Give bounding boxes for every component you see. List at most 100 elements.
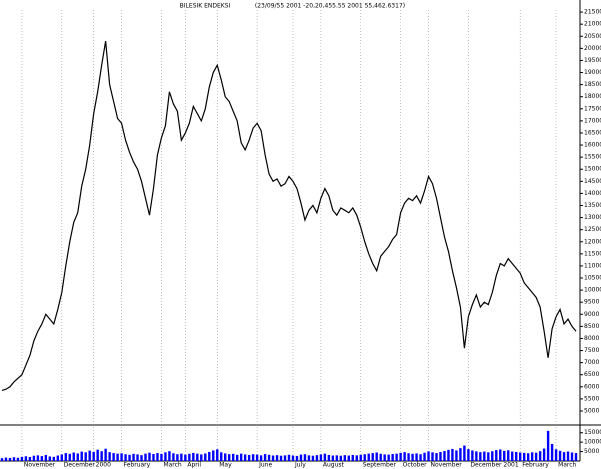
y-tick-label: 13000 [584,214,601,221]
volume-bar [263,454,267,461]
volume-bar [355,455,358,461]
volume-bar [558,450,562,461]
y-tick-label: 7500 [584,347,599,354]
volume-bar [228,454,231,461]
volume-bar [168,451,171,461]
volume-bar [164,452,167,461]
volume-bar [20,456,24,461]
volume-bar [152,454,155,461]
y-tick-label: 16000 [584,142,601,149]
x-tick-label: November [431,462,463,469]
volume-bar [104,448,107,461]
volume-bar [546,430,550,461]
price-line [1,41,577,392]
y-tick-label: 5500 [584,395,599,402]
volume-bar [136,454,139,461]
volume-bar [550,444,554,461]
volume-bar [455,450,458,461]
volume-bar [4,457,8,461]
volume-bar [411,453,414,461]
volume-bar [363,454,366,461]
volume-bar [267,454,271,461]
y-tick-label: 20000 [584,45,601,52]
volume-bar [347,455,350,461]
volume-bar [331,455,335,461]
volume-bar [24,456,28,461]
y-tick-label: 13500 [584,202,601,209]
volume-bar [367,453,370,461]
volume-bar [172,453,175,461]
volume-bar [451,448,454,461]
x-tick-label: 2000 [96,462,111,469]
volume-bar [112,453,115,461]
volume-bar [447,449,450,461]
volume-bar [64,453,67,461]
volume-bar [239,453,243,461]
y-tick-label: 12000 [584,238,601,245]
x-tick-label: February [522,462,549,469]
volume-bar [479,452,482,461]
volume-bar [80,451,83,461]
x-tick-label: September [363,462,397,469]
volume-bar [359,454,362,461]
volume-bar [204,453,207,461]
y-tick-label: 16500 [584,129,601,136]
volume-bar [72,452,75,461]
chart-subtitle: (23/09/55 2001 -20,20,455.55 2001 55,462… [255,3,405,10]
volume-bar [68,453,71,461]
volume-bar [387,454,390,461]
volume-bar [12,457,16,461]
volume-bar [148,452,151,461]
volume-bar [415,453,418,461]
volume-bar [439,451,442,461]
y-tick-label: 8500 [584,323,599,330]
volume-bar [128,454,131,461]
y2-tick-label: 15000 [584,429,601,436]
volume-bar [475,451,478,461]
volume-bar [32,455,36,461]
x-tick-label: October [403,462,428,469]
volume-bar [251,454,255,461]
volume-bar [247,454,251,461]
volume-bar [275,455,279,461]
volume-bar [231,453,235,461]
x-tick-label: May [219,462,232,469]
volume-bar [503,450,506,461]
y-tick-label: 14000 [584,190,601,197]
volume-bar [431,452,434,461]
volume-bar [160,453,163,461]
x-tick-label: July [294,462,306,469]
y-tick-label: 21500 [584,9,601,16]
volume-bar [184,454,187,461]
x-tick-label: December [64,462,96,469]
y-tick-label: 15000 [584,166,601,173]
volume-bar [188,453,191,461]
y-tick-label: 20500 [584,33,601,40]
volume-bar [8,457,12,461]
y-tick-label: 6500 [584,371,599,378]
volume-bar [343,455,347,461]
volume-bar [459,448,462,461]
volume-bar [44,454,48,461]
volume-bar [259,455,263,461]
volume-bar [40,456,44,461]
volume-bar [180,453,183,461]
y2-tick-label: 5000 [584,448,599,455]
volume-bar [323,453,327,461]
x-tick-label: August [323,462,345,469]
volume-bar [499,449,502,461]
volume-bar [351,454,354,461]
y-tick-label: 10000 [584,287,601,294]
volume-bar [483,451,486,461]
volume-bar [538,451,542,461]
volume-bar [399,452,402,461]
volume-bar [395,453,398,461]
volume-bar [335,455,339,461]
y-tick-label: 17000 [584,117,601,124]
y2-tick-label: 10000 [584,439,601,446]
volume-bar [542,448,546,461]
volume-bar [383,454,386,461]
volume-bar [220,452,223,461]
volume-bar [16,457,20,461]
